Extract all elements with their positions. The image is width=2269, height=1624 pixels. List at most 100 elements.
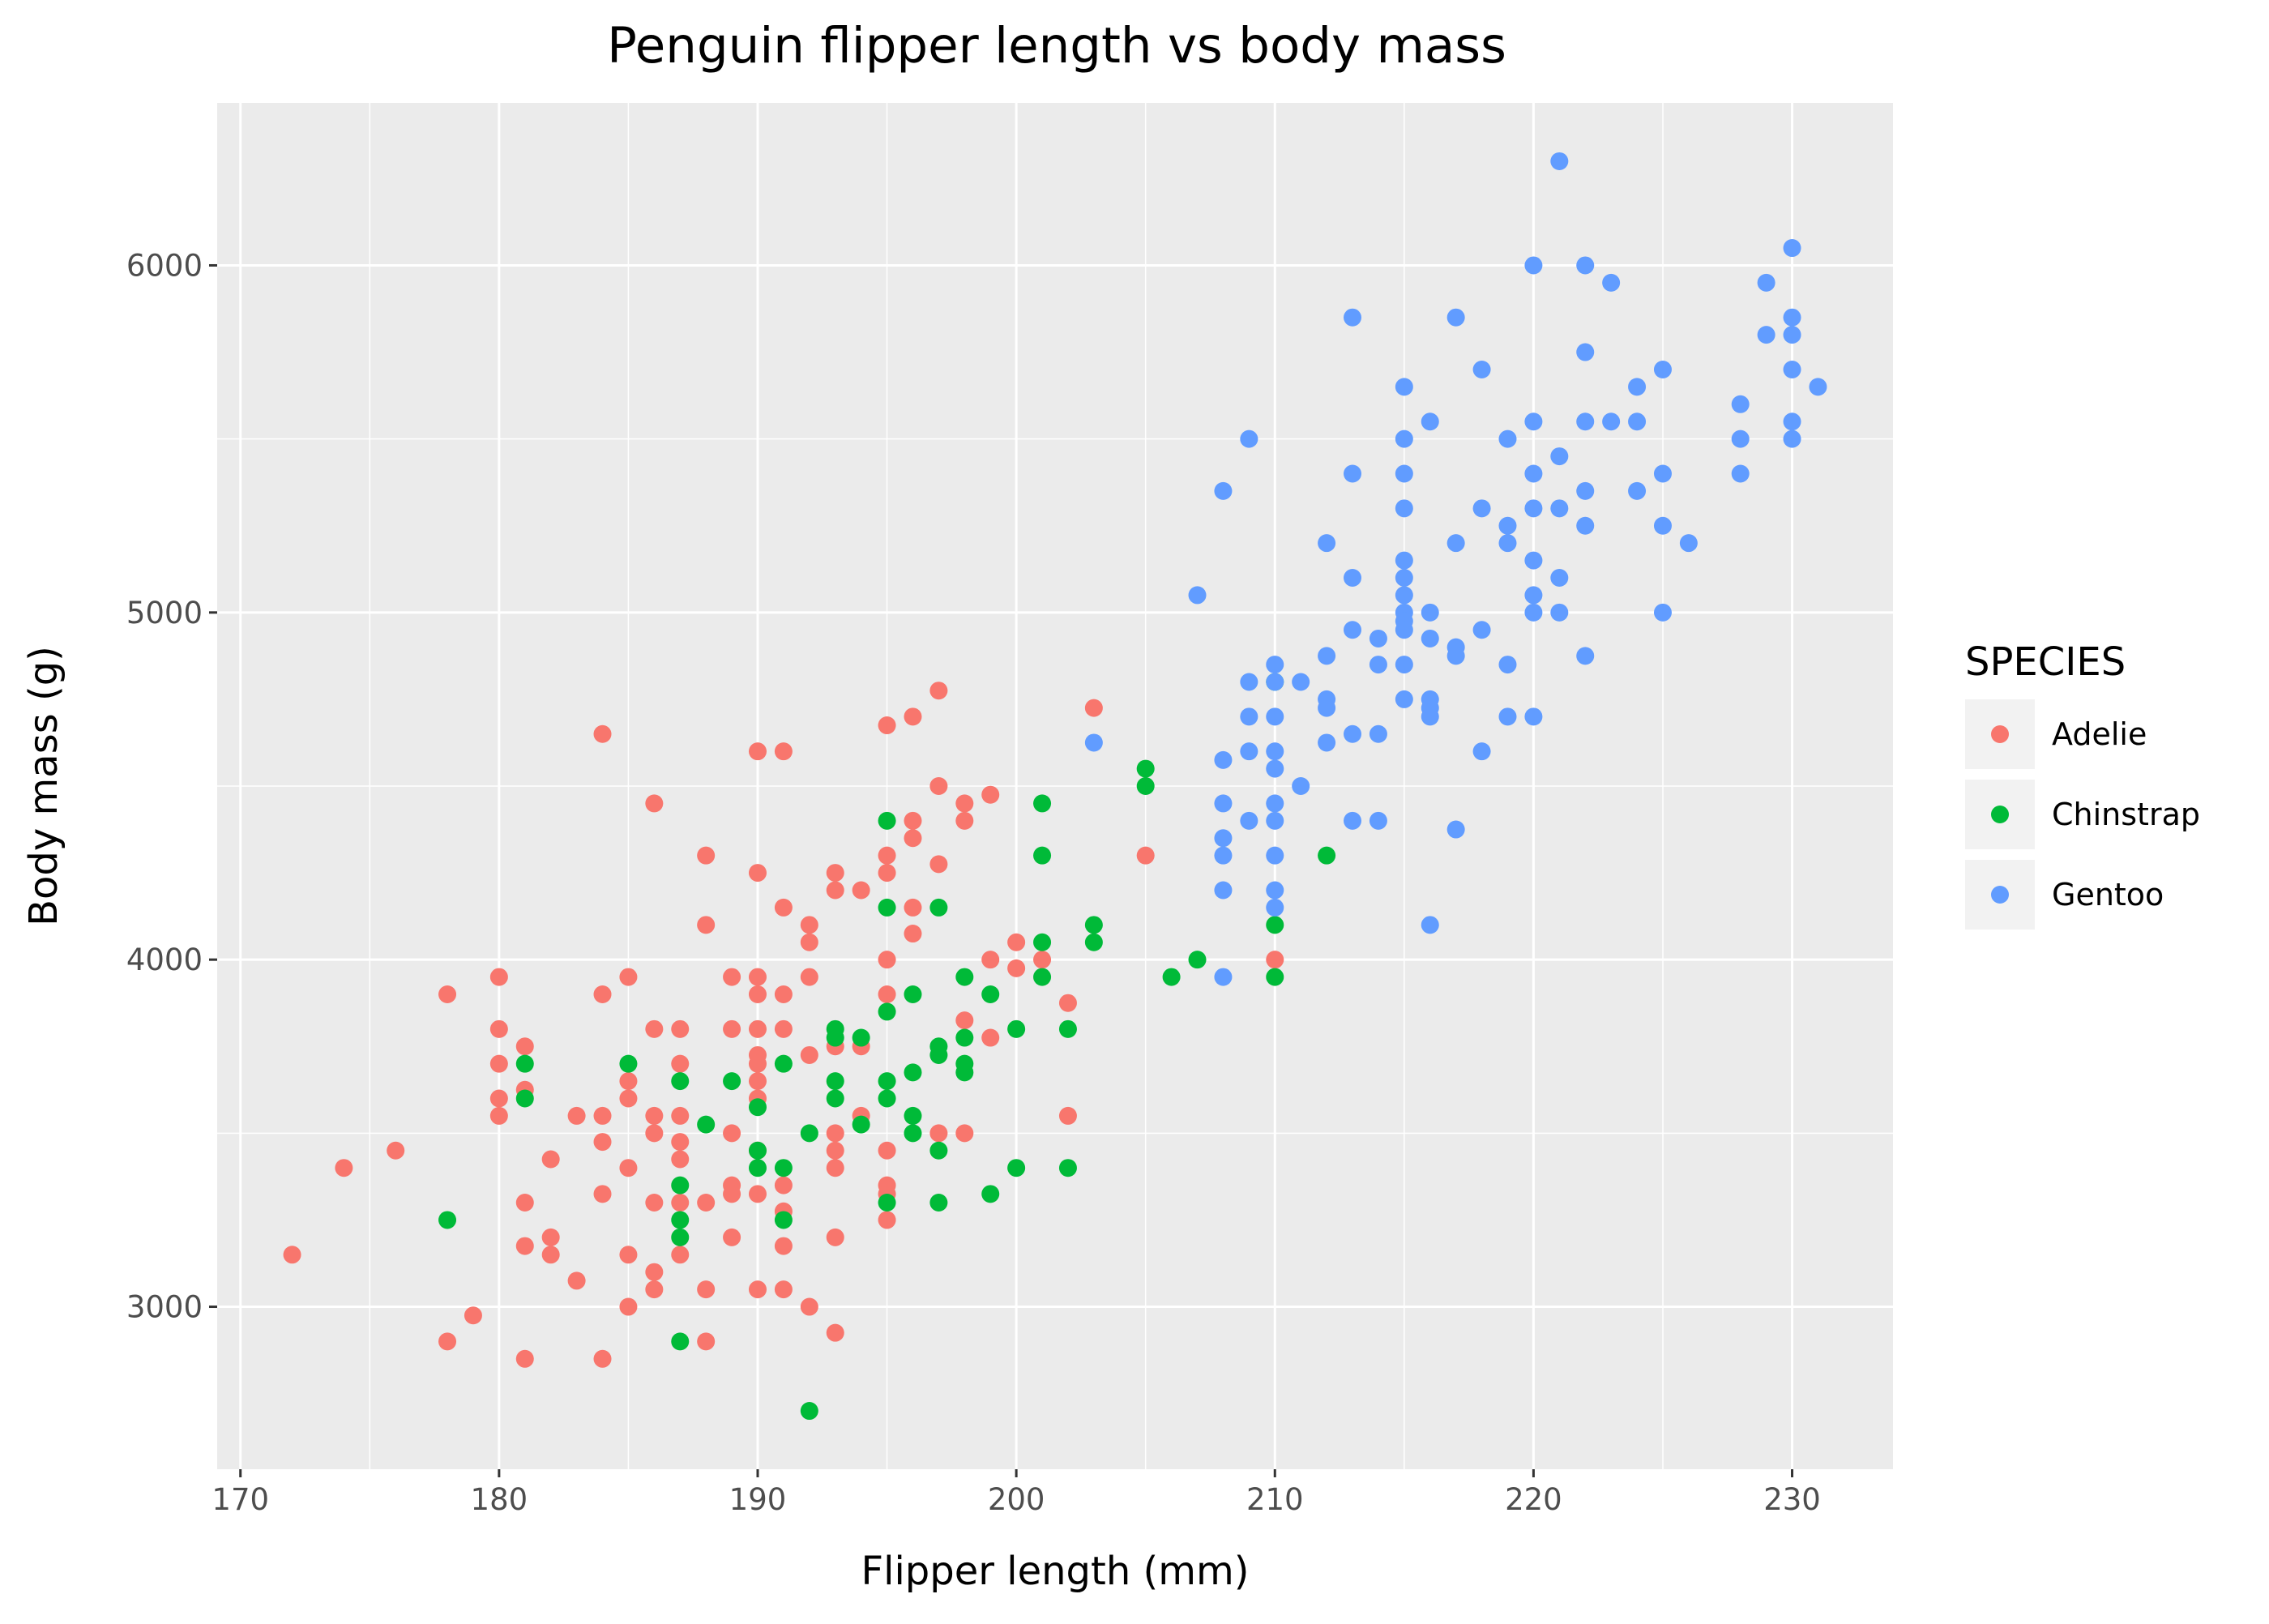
data-point-gentoo: [1472, 621, 1491, 639]
data-point-chinstrap: [1033, 794, 1052, 813]
data-point-gentoo: [1783, 412, 1801, 431]
data-point-gentoo: [1240, 707, 1258, 726]
data-point-adelie: [826, 1159, 844, 1177]
data-point-chinstrap: [852, 1028, 870, 1047]
major-gridlines: [217, 103, 1893, 1469]
data-point-adelie: [489, 968, 508, 986]
data-point-adelie: [619, 1159, 638, 1177]
data-point-adelie: [1084, 699, 1103, 717]
data-point-adelie: [697, 1332, 716, 1351]
data-point-gentoo: [1524, 499, 1543, 518]
data-point-chinstrap: [1266, 968, 1284, 986]
data-point-chinstrap: [878, 1072, 896, 1091]
data-point-adelie: [904, 829, 922, 848]
data-point-chinstrap: [671, 1332, 690, 1351]
data-point-chinstrap: [826, 1028, 844, 1047]
x-axis-title: Flipper length (mm): [861, 1549, 1250, 1594]
data-point-adelie: [541, 1246, 560, 1264]
data-point-adelie: [1266, 951, 1284, 969]
data-point-gentoo: [1421, 629, 1439, 647]
data-point-adelie: [774, 742, 793, 761]
data-point-chinstrap: [955, 1028, 974, 1047]
data-point-gentoo: [1472, 742, 1491, 761]
data-point-gentoo: [1369, 724, 1387, 743]
data-point-gentoo: [1576, 516, 1595, 535]
data-point-gentoo: [1576, 412, 1595, 431]
data-point-adelie: [955, 794, 974, 813]
data-point-chinstrap: [723, 1072, 741, 1091]
data-point-gentoo: [1369, 656, 1387, 674]
data-point-gentoo: [1421, 603, 1439, 622]
data-point-gentoo: [1446, 308, 1465, 327]
data-point-gentoo: [1653, 464, 1672, 483]
data-point-adelie: [567, 1271, 586, 1290]
data-point-adelie: [748, 1072, 767, 1091]
data-point-adelie: [723, 968, 741, 986]
data-point-gentoo: [1344, 464, 1362, 483]
data-point-adelie: [593, 1349, 612, 1368]
y-axis: 3000 4000 5000 6000: [126, 248, 217, 1325]
data-point-gentoo: [1602, 273, 1621, 292]
data-point-gentoo: [1369, 811, 1387, 830]
data-point-gentoo: [1653, 603, 1672, 622]
data-point-adelie: [671, 1106, 690, 1125]
data-point-chinstrap: [748, 1141, 767, 1160]
data-point-gentoo: [1550, 152, 1569, 170]
data-point-adelie: [489, 1106, 508, 1125]
data-point-gentoo: [1266, 742, 1284, 761]
data-point-adelie: [748, 1280, 767, 1299]
data-point-gentoo: [1524, 707, 1543, 726]
x-tick-label: 220: [1505, 1482, 1562, 1517]
data-point-chinstrap: [774, 1159, 793, 1177]
data-point-adelie: [1136, 846, 1155, 865]
data-point-gentoo: [1576, 481, 1595, 500]
data-point-chinstrap: [929, 1141, 948, 1160]
data-point-adelie: [800, 933, 818, 951]
data-point-gentoo: [1628, 481, 1647, 500]
data-point-adelie: [878, 1141, 896, 1160]
data-point-adelie: [593, 1185, 612, 1203]
data-point-chinstrap: [955, 968, 974, 986]
data-point-chinstrap: [1136, 777, 1155, 795]
data-point-gentoo: [1395, 568, 1413, 587]
data-point-gentoo: [1809, 378, 1827, 396]
data-point-gentoo: [1214, 881, 1233, 900]
data-point-adelie: [826, 1323, 844, 1342]
data-point-gentoo: [1266, 881, 1284, 900]
data-point-chinstrap: [1188, 951, 1207, 969]
data-point-gentoo: [1318, 733, 1336, 752]
data-point-adelie: [671, 1150, 690, 1169]
data-point-gentoo: [1576, 343, 1595, 361]
data-point-adelie: [748, 864, 767, 883]
data-point-adelie: [826, 1141, 844, 1160]
data-point-adelie: [904, 898, 922, 917]
data-point-gentoo: [1783, 326, 1801, 344]
data-point-adelie: [541, 1228, 560, 1246]
data-point-adelie: [1033, 951, 1052, 969]
data-point-gentoo: [1524, 464, 1543, 483]
data-point-adelie: [748, 1019, 767, 1038]
data-point-gentoo: [1679, 534, 1698, 553]
data-point-gentoo: [1550, 447, 1569, 466]
data-point-chinstrap: [1084, 916, 1103, 934]
data-point-chinstrap: [671, 1176, 690, 1194]
data-point-adelie: [645, 1263, 664, 1281]
data-point-adelie: [645, 1019, 664, 1038]
data-point-chinstrap: [878, 1194, 896, 1212]
data-point-gentoo: [1395, 621, 1413, 639]
data-point-adelie: [774, 1019, 793, 1038]
data-point-chinstrap: [1162, 968, 1181, 986]
data-point-chinstrap: [1058, 1019, 1077, 1038]
legend-marker-adelie: [1991, 725, 2009, 743]
data-point-gentoo: [1318, 534, 1336, 553]
data-point-adelie: [283, 1246, 301, 1264]
data-point-adelie: [645, 1124, 664, 1143]
data-point-chinstrap: [438, 1211, 457, 1229]
data-point-adelie: [515, 1349, 534, 1368]
data-point-gentoo: [1344, 621, 1362, 639]
data-point-gentoo: [1395, 551, 1413, 570]
data-point-gentoo: [1344, 724, 1362, 743]
data-point-gentoo: [1472, 360, 1491, 378]
data-point-gentoo: [1395, 656, 1413, 674]
data-point-gentoo: [1524, 586, 1543, 605]
